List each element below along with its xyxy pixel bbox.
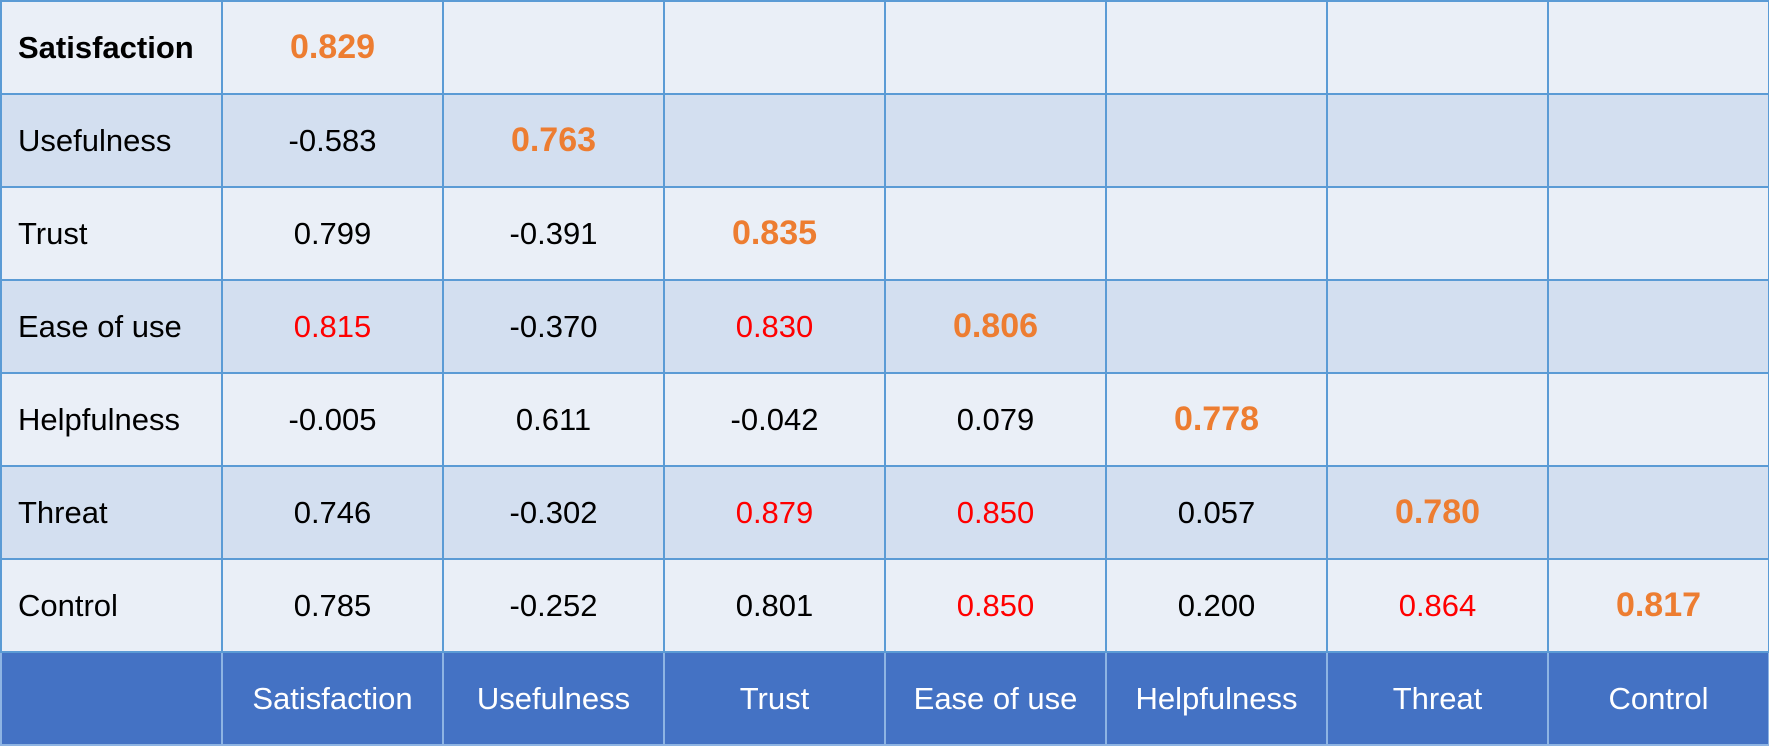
correlation-value-cell: 0.746 — [221, 465, 444, 560]
column-header-row: Satisfaction Usefulness Trust Ease of use He… — [0, 651, 1769, 746]
correlation-value-cell: 0.799 — [221, 186, 444, 281]
correlation-value-cell: 0.079 — [884, 372, 1107, 467]
row-label: Satisfaction — [0, 0, 223, 95]
table-row: Control 0.785 -0.252 0.801 0.850 0.200 0.864 0.… — [0, 558, 1769, 653]
empty-cell — [1105, 279, 1328, 374]
row-label: Usefulness — [0, 93, 223, 188]
row-label: Trust — [0, 186, 223, 281]
empty-cell — [1547, 0, 1769, 95]
table-row: Trust 0.799 -0.391 0.835 — [0, 186, 1769, 281]
correlation-value-cell: -0.042 — [663, 372, 886, 467]
table-row: Usefulness -0.583 0.763 — [0, 93, 1769, 188]
empty-cell — [1326, 93, 1549, 188]
diagonal-value-cell: 0.806 — [884, 279, 1107, 374]
column-header: Ease of use — [884, 651, 1107, 746]
row-label: Control — [0, 558, 223, 653]
empty-cell — [884, 0, 1107, 95]
correlation-value-cell: 0.864 — [1326, 558, 1549, 653]
empty-cell — [884, 93, 1107, 188]
diagonal-value-cell: 0.763 — [442, 93, 665, 188]
diagonal-value-cell: 0.835 — [663, 186, 886, 281]
empty-cell — [1547, 279, 1769, 374]
table-row: Satisfaction 0.829 — [0, 0, 1769, 95]
row-label: Ease of use — [0, 279, 223, 374]
empty-cell — [663, 0, 886, 95]
empty-cell — [1105, 93, 1328, 188]
empty-cell — [1326, 0, 1549, 95]
empty-cell — [1105, 186, 1328, 281]
correlation-value-cell: 0.801 — [663, 558, 886, 653]
column-header: Helpfulness — [1105, 651, 1328, 746]
empty-cell — [1105, 0, 1328, 95]
empty-cell — [884, 186, 1107, 281]
empty-cell — [663, 93, 886, 188]
correlation-value-cell: 0.200 — [1105, 558, 1328, 653]
table-row: Ease of use 0.815 -0.370 0.830 0.806 — [0, 279, 1769, 374]
column-header: Usefulness — [442, 651, 665, 746]
correlation-value-cell: 0.785 — [221, 558, 444, 653]
column-header: Satisfaction — [221, 651, 444, 746]
diagonal-value-cell: 0.780 — [1326, 465, 1549, 560]
correlation-value-cell: -0.252 — [442, 558, 665, 653]
correlation-value-cell: 0.879 — [663, 465, 886, 560]
empty-cell — [1326, 372, 1549, 467]
correlation-value-cell: -0.302 — [442, 465, 665, 560]
column-header: Trust — [663, 651, 886, 746]
empty-cell — [1326, 279, 1549, 374]
table-row: Helpfulness -0.005 0.611 -0.042 0.079 0.778 — [0, 372, 1769, 467]
correlation-value-cell: 0.850 — [884, 465, 1107, 560]
diagonal-value-cell: 0.778 — [1105, 372, 1328, 467]
empty-cell — [1326, 186, 1549, 281]
header-corner-cell — [0, 651, 223, 746]
empty-cell — [442, 0, 665, 95]
empty-cell — [1547, 465, 1769, 560]
empty-cell — [1547, 186, 1769, 281]
diagonal-value-cell: 0.817 — [1547, 558, 1769, 653]
correlation-value-cell: 0.057 — [1105, 465, 1328, 560]
empty-cell — [1547, 372, 1769, 467]
diagonal-value-cell: 0.829 — [221, 0, 444, 95]
correlation-value-cell: 0.850 — [884, 558, 1107, 653]
correlation-value-cell: 0.611 — [442, 372, 665, 467]
column-header: Threat — [1326, 651, 1549, 746]
correlation-value-cell: -0.391 — [442, 186, 665, 281]
correlation-value-cell: -0.005 — [221, 372, 444, 467]
correlation-value-cell: -0.583 — [221, 93, 444, 188]
table-row: Threat 0.746 -0.302 0.879 0.850 0.057 0.780 — [0, 465, 1769, 560]
row-label: Helpfulness — [0, 372, 223, 467]
correlation-value-cell: 0.815 — [221, 279, 444, 374]
empty-cell — [1547, 93, 1769, 188]
correlation-value-cell: 0.830 — [663, 279, 886, 374]
correlation-value-cell: -0.370 — [442, 279, 665, 374]
row-label: Threat — [0, 465, 223, 560]
column-header: Control — [1547, 651, 1769, 746]
